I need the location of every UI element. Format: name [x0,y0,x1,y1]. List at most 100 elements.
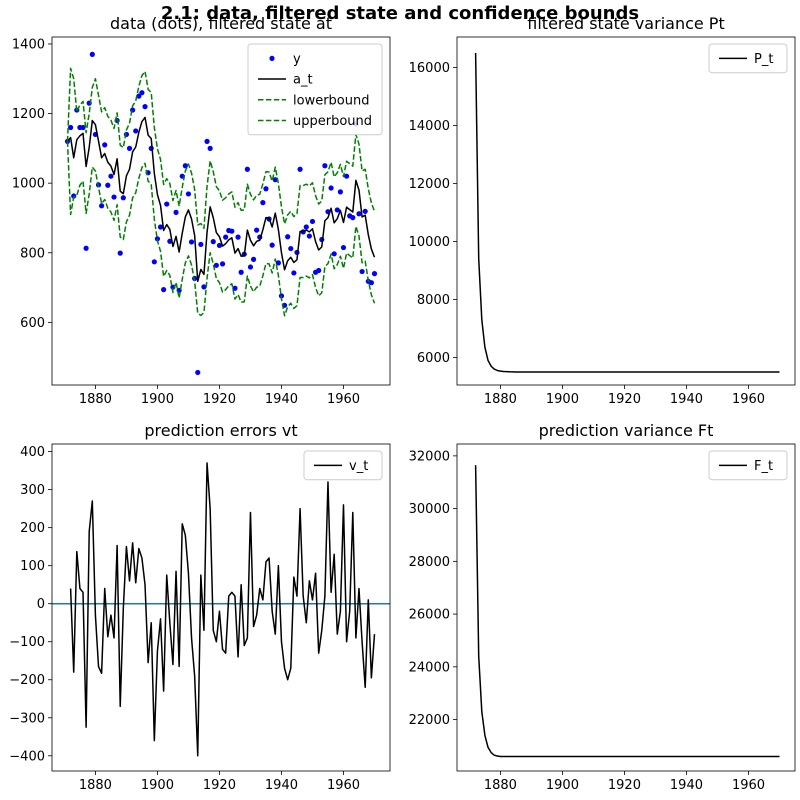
data-point-y [68,124,74,131]
chart-panel-2: filtered state variance Pt 1880 1900 1920 19… [409,14,796,407]
data-point-y [126,145,133,151]
x-tick-label: 1920 [203,392,236,407]
y-tick-label: 6000 [417,351,450,366]
legend: F_t [708,450,788,481]
data-point-y [316,267,322,274]
series-f-t-line [474,465,780,758]
y-tick-label: 100 [20,559,45,574]
y-tick-label: 300 [20,483,45,498]
data-point-y [83,245,89,251]
x-tick-label: 1900 [141,778,174,793]
y-tick-label: 600 [20,316,45,331]
y-tick-label: 1000 [12,177,45,192]
data-point-y [269,242,275,248]
legend-label: upperbound [293,114,372,129]
data-point-y [204,138,210,144]
data-point-y [207,145,213,151]
x-tick-label: 1880 [79,778,112,793]
legend-box [708,43,788,74]
data-point-y [340,244,347,251]
y-tick-label: 400 [20,445,45,460]
data-point-y [195,369,201,376]
x-tick-label: 1880 [484,778,517,793]
data-point-y [244,166,250,172]
y-tick-label: −300 [9,711,45,726]
x-tick-label: 1940 [265,778,298,793]
y-tick-label: 0 [37,597,45,612]
data-point-y [247,264,254,270]
data-point-y [263,186,269,192]
y-tick-label: 10000 [409,235,450,250]
x-tick-label: 1940 [670,392,703,407]
data-point-y [356,211,362,217]
data-point-y [210,239,216,245]
y-tick-label: 24000 [409,660,450,675]
axes-frame [456,36,796,386]
legend-label: y [293,52,301,67]
data-point-y [297,166,303,172]
data-point-y [80,124,86,131]
y-tick-label: 800 [20,246,45,261]
data-point-y [272,177,278,183]
legend-marker-dot [269,55,275,61]
chart-panel-3: prediction errors vt 1880 1900 1920 1940 1960… [9,421,391,793]
x-tick-label: 1900 [546,778,579,793]
data-point-y [359,268,365,275]
plot-area [64,51,378,376]
data-point-y [201,284,207,290]
plot-area [52,462,390,757]
data-point-y [117,250,123,256]
figure-title: 2.1: data, filtered state and confidence… [161,3,639,24]
data-point-y [291,270,297,276]
plot-area [474,52,780,373]
y-tick-label: 1200 [12,107,45,122]
y-tick-label: 30000 [409,502,450,517]
legend-label: F_t [754,459,773,474]
data-point-y [182,163,188,169]
data-point-y [105,182,111,188]
y-tick-label: 12000 [409,177,450,192]
data-point-y [111,194,117,200]
y-tick-label: 16000 [409,61,450,76]
data-point-y [306,233,312,239]
data-point-y [139,90,145,96]
data-point-y [136,93,142,99]
legend-label: v_t [349,459,368,474]
x-tick-label: 1920 [203,778,236,793]
y-tick-label: 22000 [409,713,450,728]
data-point-y [250,256,257,262]
data-point-y [198,241,204,248]
data-point-y [133,128,139,134]
legend-box [247,43,383,136]
x-tick-label: 1920 [608,778,641,793]
data-point-y [99,203,105,209]
data-point-y [371,271,378,277]
data-point-y [216,242,223,249]
data-point-y [254,227,260,233]
legend-label: P_t [754,52,773,67]
data-point-y [89,51,95,58]
data-point-y [157,224,164,230]
data-point-y [188,239,195,245]
series-v-t-line [69,462,376,757]
data-point-y [331,251,337,257]
legend-box [708,450,788,481]
data-point-y [151,259,157,265]
data-point-y [322,163,328,169]
chart-panel-1: data (dots), filtered state at 1880 1900 19… [12,14,391,407]
data-point-y [213,262,219,268]
legend: y a_t lowerbound upperbound [247,43,383,136]
axes-frame [51,36,391,386]
data-point-y [71,193,77,199]
panel-title: prediction variance Ft [539,421,714,440]
data-point-y [343,173,350,179]
x-tick-label: 1960 [732,778,765,793]
x-tick-label: 1940 [670,778,703,793]
series-upperbound-line [66,67,376,230]
legend-box [303,450,383,481]
data-point-y [285,234,291,240]
data-point-y [238,269,244,275]
data-point-y [275,260,281,266]
y-tick-label: 200 [20,521,45,536]
